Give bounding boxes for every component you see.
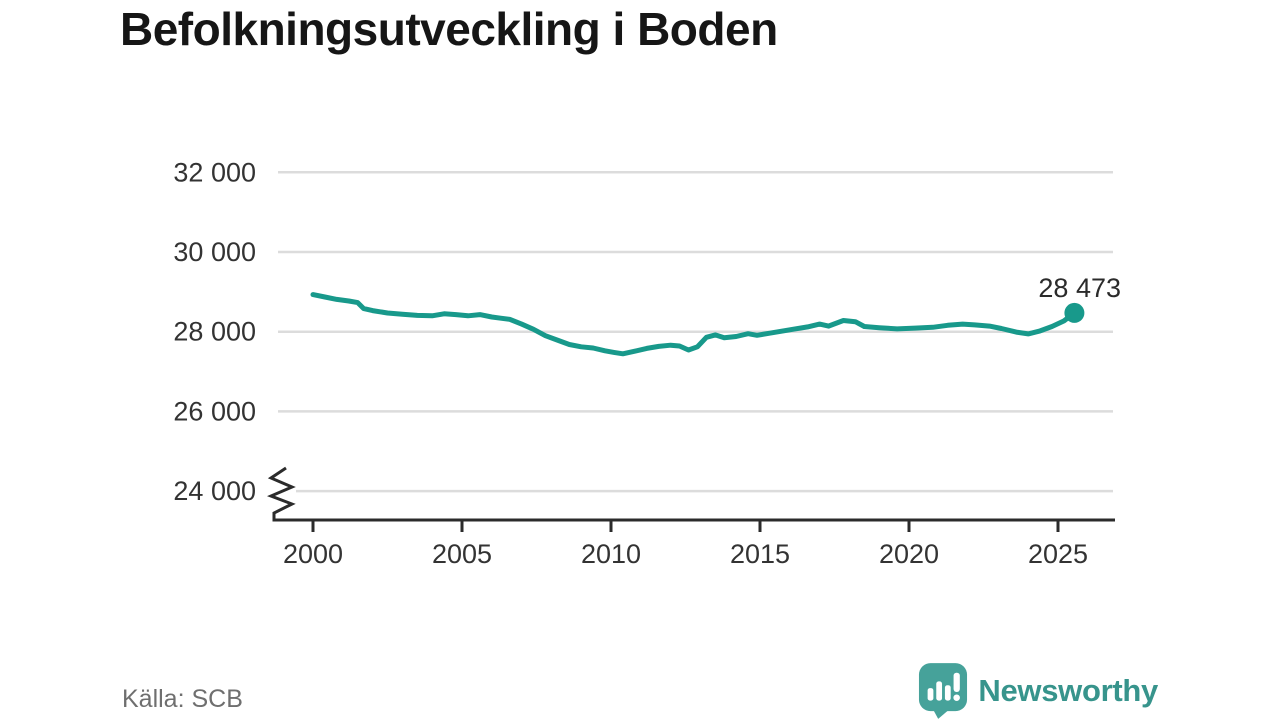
logo-bar-1 [928,688,934,701]
x-tick-label: 2025 [1028,539,1088,569]
x-tick-label: 2020 [879,539,939,569]
x-tick-label: 2000 [283,539,343,569]
logo-exclamation-dot [953,694,961,701]
y-tick-label: 28 000 [173,317,256,347]
logo-bubble-tail [932,708,952,719]
newsworthy-logo-icon [919,663,968,719]
x-tick-label: 2015 [730,539,790,569]
y-tick-label: 24 000 [173,476,256,506]
y-tick-label: 32 000 [173,157,256,187]
logo-bar-2 [936,681,943,701]
source-label: Källa: SCB [122,685,243,713]
end-value-label: 28 473 [1038,273,1121,303]
population-series-line [310,292,1077,357]
latest-value-dot [1064,302,1085,323]
population-line-chart: 2025 2020 2015 2010 2005 2000 24 000 26 000 28 0… [173,157,1121,569]
logo-exclamation-bar [953,672,961,692]
logo-bar-3 [945,685,952,701]
newsworthy-wordmark: Newsworthy [978,672,1158,708]
chart-title: Befolkningsutveckling i Boden [120,3,778,55]
y-axis-break-zigzag [267,466,296,522]
y-tick-label: 30 000 [173,237,256,267]
x-tick-label: 2010 [581,539,641,569]
y-tick-label: 26 000 [173,396,256,426]
newsworthy-logo: Newsworthy [918,662,1158,719]
x-tick-label: 2005 [432,539,492,569]
